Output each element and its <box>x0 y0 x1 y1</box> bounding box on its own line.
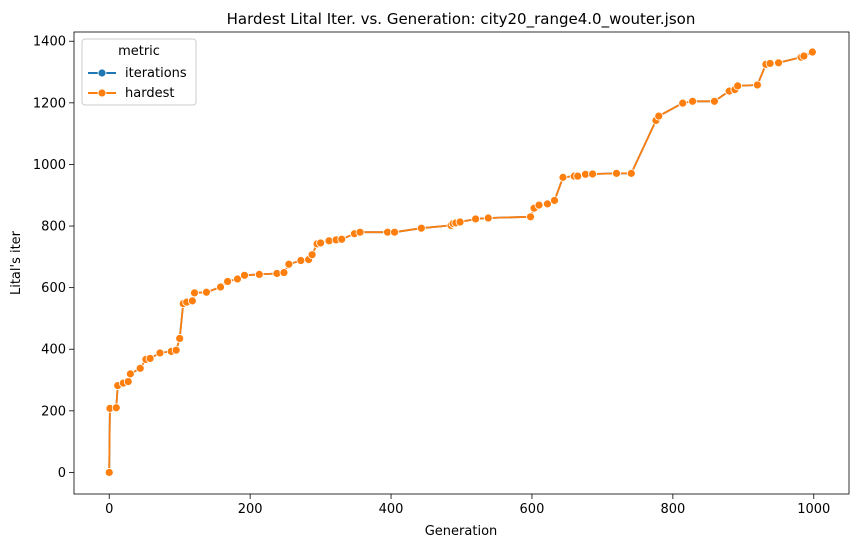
legend-title: metric <box>118 44 160 59</box>
plot-frame <box>73 31 850 495</box>
y-tick-label: 600 <box>41 281 66 296</box>
x-tick-label: 600 <box>520 502 545 517</box>
y-tick-label: 0 <box>58 466 66 481</box>
data-point-hardest <box>187 296 197 306</box>
data-point-hardest <box>526 212 535 222</box>
y-tick-label: 1400 <box>33 35 66 50</box>
data-point-hardest <box>799 51 809 61</box>
data-point-hardest <box>216 282 225 292</box>
data-point-hardest <box>573 171 583 181</box>
data-point-hardest <box>279 268 289 277</box>
legend-marker-iterations <box>97 68 107 78</box>
data-point-hardest <box>733 81 743 91</box>
series-layer <box>104 47 817 477</box>
y-tick-label: 400 <box>41 343 66 358</box>
x-tick-label: 200 <box>238 502 263 517</box>
data-point-hardest <box>588 169 597 179</box>
chart-title: Hardest Lital Iter. vs. Generation: city… <box>227 10 696 29</box>
legend-marker-hardest <box>97 88 107 98</box>
data-point-hardest <box>471 214 480 224</box>
data-point-hardest <box>416 223 426 233</box>
data-point-hardest <box>550 196 559 205</box>
data-point-hardest <box>171 345 181 355</box>
data-point-hardest <box>123 377 133 386</box>
data-point-hardest <box>558 172 568 182</box>
legend-label-iterations: iterations <box>125 66 187 81</box>
data-point-hardest <box>688 96 697 106</box>
data-point-hardest <box>111 403 121 413</box>
data-point-hardest <box>190 288 199 298</box>
y-tick-label: 800 <box>41 220 66 235</box>
data-point-hardest <box>254 269 264 279</box>
data-point-hardest <box>135 363 145 373</box>
x-tick-label: 400 <box>379 502 404 517</box>
data-point-hardest <box>807 47 817 57</box>
y-tick-label: 200 <box>41 404 66 419</box>
data-point-hardest <box>296 256 306 265</box>
data-point-hardest <box>337 234 347 244</box>
data-point-hardest <box>774 58 783 68</box>
data-point-hardest <box>390 227 399 237</box>
x-axis-label: Generation <box>425 524 498 539</box>
y-tick-label: 1000 <box>33 158 66 173</box>
data-point-hardest <box>543 199 552 209</box>
data-point-hardest <box>355 227 365 237</box>
data-point-hardest <box>223 277 232 286</box>
legend: metric iterations hardest <box>81 38 197 106</box>
x-tick-label: 1000 <box>797 502 830 517</box>
data-point-hardest <box>612 168 621 178</box>
legend-label-hardest: hardest <box>125 86 174 101</box>
data-point-hardest <box>233 274 242 284</box>
data-point-hardest <box>240 270 249 280</box>
data-point-hardest <box>678 98 688 108</box>
data-point-hardest <box>104 468 114 477</box>
data-point-hardest <box>175 334 185 343</box>
data-point-hardest <box>710 96 719 106</box>
legend-box <box>81 38 197 106</box>
data-point-hardest <box>202 287 211 297</box>
y-tick-label: 1200 <box>33 96 66 111</box>
x-tick-label: 800 <box>660 502 685 517</box>
axis-ticks: 0 200 400 600 800 1000 0 200 400 600 800 1000 1200 14… <box>33 35 830 517</box>
y-axis-label: Lital's iter <box>9 230 24 295</box>
data-point-hardest <box>155 348 165 358</box>
data-point-hardest <box>534 200 544 210</box>
data-point-hardest <box>483 213 493 223</box>
data-point-hardest <box>307 250 317 260</box>
data-point-hardest <box>654 111 664 121</box>
data-point-hardest <box>125 369 135 379</box>
data-point-hardest <box>145 354 155 363</box>
x-tick-label: 0 <box>105 502 113 517</box>
data-point-hardest <box>765 59 775 68</box>
data-point-hardest <box>284 259 294 269</box>
data-point-hardest <box>455 217 465 227</box>
data-point-hardest <box>753 80 762 90</box>
data-point-hardest <box>626 168 636 178</box>
data-point-hardest <box>316 238 325 248</box>
